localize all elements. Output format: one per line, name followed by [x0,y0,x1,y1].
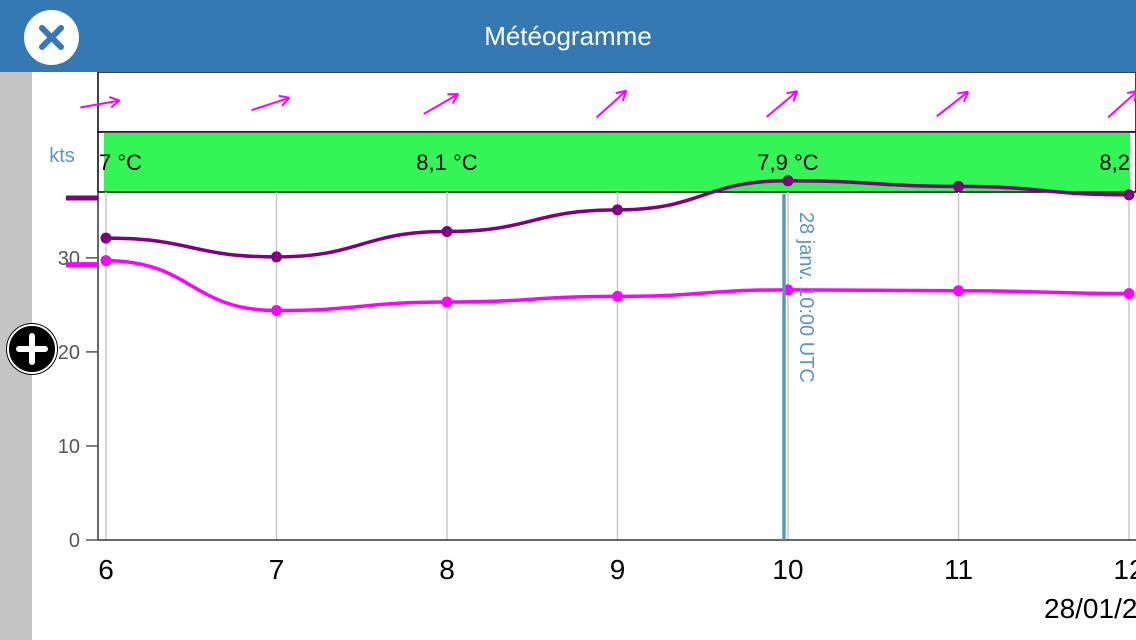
y-axis-label: kts [49,145,75,167]
data-point [441,226,453,238]
data-point [271,251,282,263]
wind-arrow-shaft [251,96,290,112]
temperature-band [104,133,1130,191]
temperature-label: 7,9 °C [757,150,818,175]
wind-panel [97,72,1136,133]
temperature-label: 8,2 [1099,150,1130,175]
wind-arrow-head [621,90,628,102]
data-point [1123,288,1135,300]
data-point [953,180,964,192]
wind-arrow [595,89,628,119]
zoom-in-button[interactable] [6,323,58,375]
header-bar: Météogramme [0,0,1136,72]
wind-arrow [251,94,291,112]
x-tick-label: 7 [269,554,285,585]
wind-arrow-head [957,90,969,95]
temperature-label: 8,1 °C [416,150,477,175]
wind-arrow-head [281,97,291,107]
wind-arrow-head [792,90,799,102]
data-point [953,285,964,297]
date-label: 28/01/2 [1044,593,1136,624]
wind-arrow-head [1133,92,1136,102]
wind-arrow [766,90,799,118]
wind-arrow-shaft [423,93,459,115]
wind-arrow-head [108,96,121,102]
close-button[interactable] [24,10,79,65]
x-tick-label: 12 [1113,554,1136,585]
data-point [100,255,112,267]
close-icon [39,25,64,50]
x-tick-label: 6 [98,554,114,585]
wind-arrow-head [786,90,798,95]
wind-arrow-shaft [936,90,969,118]
wind-arrow-head [278,94,290,99]
wind-arrow-head [962,91,970,103]
wind-arrow-shaft [595,89,628,119]
y-tick-label: 20 [58,342,80,364]
plus-icon [7,324,57,374]
wind-arrow-shaft [766,90,798,118]
wind-arrow-head [110,99,121,109]
wind-arrow-head [615,89,627,95]
data-point [271,305,282,317]
x-tick-label: 9 [610,554,626,585]
data-point [1123,189,1135,201]
y-tick-label: 0 [69,530,80,552]
x-tick-label: 8 [439,554,455,585]
wind-arrow [1107,90,1136,119]
wind-arrow [423,93,460,115]
temperature-label: 7 °C [99,150,142,175]
wind-arrow-head [451,93,460,104]
cursor-label: 28 janv. 10:00 UTC [795,212,817,383]
x-tick-label: 10 [772,554,803,585]
wind-arrow [936,90,970,118]
wind-arrow [80,96,121,109]
wind-arrow-head [1126,90,1136,95]
y-tick-label: 10 [58,436,80,458]
data-point [100,232,112,244]
wind-arrow-shaft [80,99,120,109]
page-title: Météogramme [484,21,652,51]
x-tick-label: 11 [944,554,973,585]
data-point [782,175,794,187]
data-point [441,296,453,308]
wind-arrow-shaft [1107,90,1136,119]
data-point [612,290,623,302]
data-point [612,204,623,216]
